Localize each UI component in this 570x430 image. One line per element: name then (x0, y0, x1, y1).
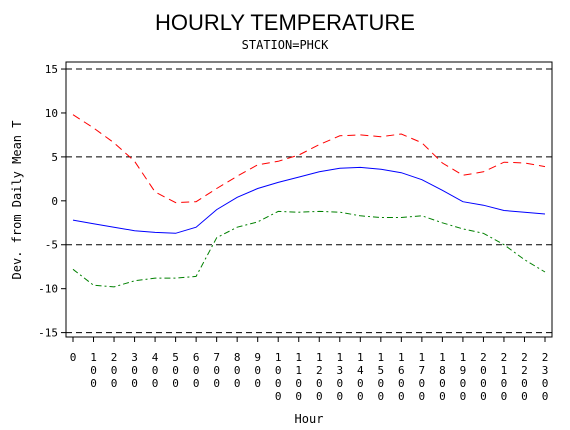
y-tick-label: 10 (45, 107, 58, 120)
y-tick-label: 5 (51, 151, 58, 164)
reference-lines (66, 68, 552, 334)
y-tick-label: 0 (51, 195, 58, 208)
y-tick-label: -10 (38, 283, 58, 296)
y-tick-label: -5 (45, 239, 58, 252)
series-line-2 (72, 166, 546, 234)
y-axis-title: Dev. from Daily Mean T (10, 121, 24, 280)
x-tick-label: 0 (70, 351, 77, 364)
x-axis: 0 1 0 0 2 0 0 3 0 0 4 0 0 5 0 0 6 0 0 7 0 0 8 0 0 9 0 0 1 0 0 0 1 1 0 0 1 2 0 0… (70, 337, 549, 403)
x-axis-title: Hour (295, 412, 324, 426)
y-tick-label: -15 (38, 327, 58, 340)
series-line-1 (72, 114, 546, 204)
chart-title: HOURLY TEMPERATURE (155, 10, 415, 35)
y-tick-label: 15 (45, 63, 58, 76)
plot-frame (65, 61, 553, 338)
y-axis: -15 -10 -5 0 5 10 15 (38, 63, 66, 340)
series-line-3 (72, 210, 546, 288)
series-lines (72, 114, 546, 288)
chart-subtitle: STATION=PHCK (242, 38, 329, 52)
